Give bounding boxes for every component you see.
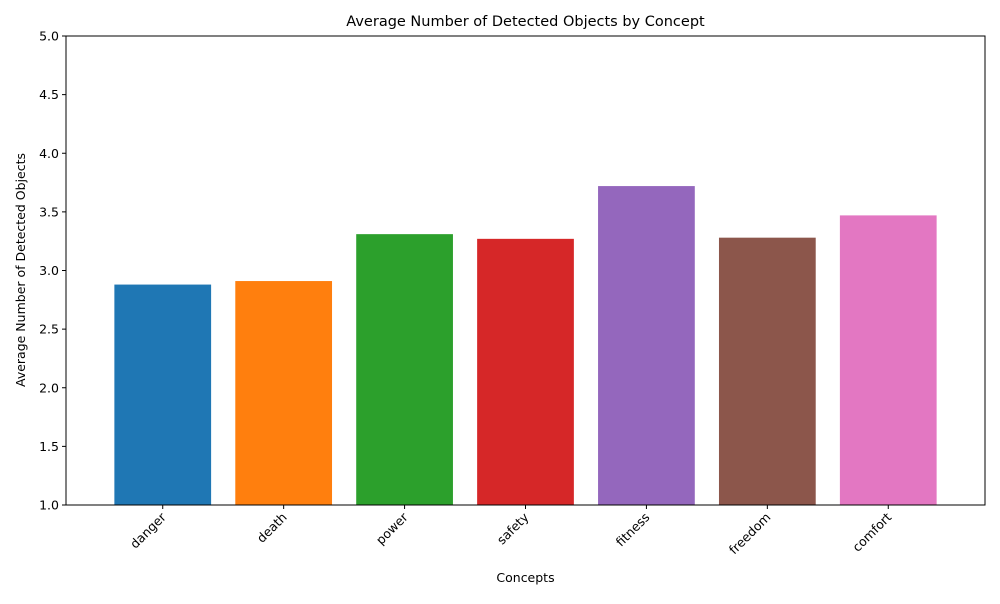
bar-danger bbox=[114, 284, 212, 505]
x-tick-label-death: death bbox=[254, 510, 290, 546]
y-tick-label: 2.5 bbox=[39, 322, 59, 337]
bars-group bbox=[114, 186, 937, 506]
y-tick-label: 2.0 bbox=[39, 380, 59, 395]
bar-comfort bbox=[839, 215, 937, 505]
x-tick-label-danger: danger bbox=[127, 509, 170, 552]
y-tick-label: 4.5 bbox=[39, 87, 59, 102]
bar-safety bbox=[477, 238, 574, 505]
y-tick-label: 3.0 bbox=[39, 263, 59, 278]
x-axis: danger death power safety fitness freedom comf… bbox=[127, 505, 894, 558]
y-tick-label: 1.0 bbox=[39, 498, 59, 513]
chart-title: Average Number of Detected Objects by Co… bbox=[346, 14, 705, 30]
x-tick-label-fitness: fitness bbox=[613, 510, 653, 550]
plot-frame bbox=[65, 35, 986, 506]
bar-freedom bbox=[718, 237, 816, 506]
x-tick-label-comfort: comfort bbox=[849, 509, 894, 554]
y-axis: 1.0 1.5 2.0 2.5 3.0 3.5 4.0 4.5 5.0 bbox=[39, 29, 66, 513]
bar-power bbox=[356, 234, 453, 505]
x-axis-label: Concepts bbox=[496, 570, 554, 585]
y-tick-label: 4.0 bbox=[39, 146, 59, 161]
x-tick-label-freedom: freedom bbox=[726, 510, 774, 558]
bar-fitness bbox=[598, 186, 695, 505]
bar-death bbox=[235, 281, 333, 505]
x-tick-label-power: power bbox=[373, 509, 412, 548]
y-tick-label: 5.0 bbox=[39, 29, 59, 44]
x-tick-label-safety: safety bbox=[494, 509, 532, 547]
y-axis-label: Average Number of Detected Objects bbox=[13, 153, 28, 387]
y-tick-label: 3.5 bbox=[39, 204, 59, 219]
y-tick-label: 1.5 bbox=[39, 439, 59, 454]
